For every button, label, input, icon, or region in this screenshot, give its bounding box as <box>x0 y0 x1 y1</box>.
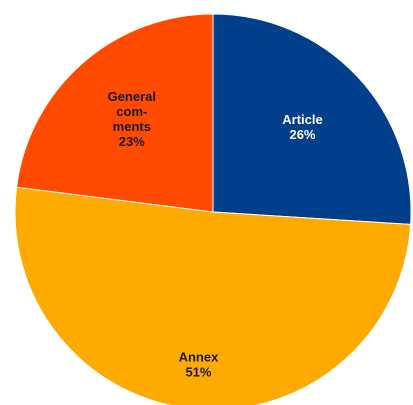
slice-percent: 51% <box>185 365 211 380</box>
slice-name-line: ments <box>113 119 151 134</box>
pie-slice-annex <box>14 186 412 405</box>
slice-percent: 23% <box>119 134 145 149</box>
slice-label-annex: Annex 51% <box>179 350 220 380</box>
slice-label-article: Article 26% <box>282 112 322 142</box>
slice-percent: 26% <box>289 127 315 142</box>
pie-slice-article <box>212 13 412 225</box>
pie-slice-general-comments <box>16 13 214 213</box>
slice-name-line: Annex <box>179 350 220 365</box>
slice-name-line: General <box>108 89 156 104</box>
slice-name-line: Article <box>282 112 322 127</box>
slice-name-line: com- <box>116 104 147 119</box>
slice-label-general-comments: General com-ments 23% <box>108 89 156 149</box>
